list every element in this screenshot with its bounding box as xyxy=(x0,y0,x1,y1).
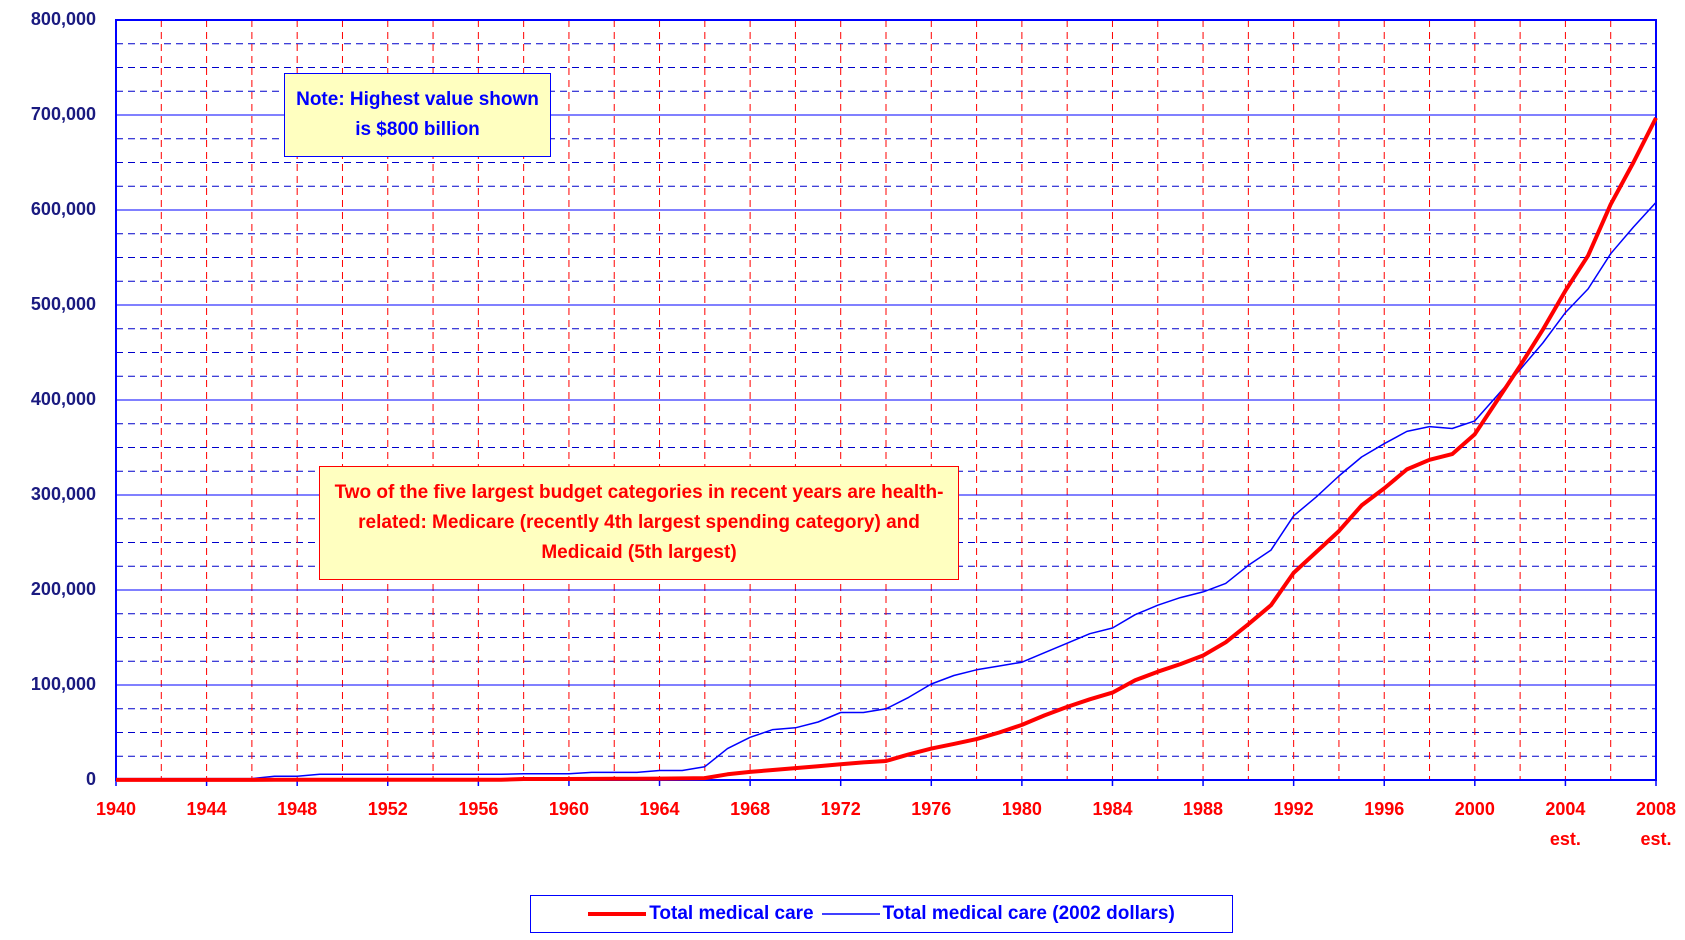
legend-label: Total medical care xyxy=(649,903,814,924)
x-tick-label: 1988 xyxy=(1183,799,1224,819)
y-tick-label: 700,000 xyxy=(31,104,96,124)
plot-border xyxy=(115,19,1657,781)
x-tick-label: 1956 xyxy=(458,799,499,819)
y-tick-label: 200,000 xyxy=(31,579,96,599)
legend-item: Total medical care xyxy=(588,903,814,925)
legend-item: Total medical care (2002 dollars) xyxy=(821,903,1175,925)
y-tick-label: 100,000 xyxy=(31,674,96,694)
y-tick-label: 300,000 xyxy=(31,484,96,504)
x-tick-label: 1944 xyxy=(186,799,227,819)
annotation: Two of the five largest budget categorie… xyxy=(319,466,959,580)
x-tick-label: 1984 xyxy=(1092,799,1133,819)
legend-swatch xyxy=(821,913,880,915)
x-tick-label: 1940 xyxy=(95,799,137,819)
x-tick-label: 2004 est. xyxy=(1545,799,1586,849)
x-tick-label: 2008 est. xyxy=(1635,799,1677,849)
x-tick-label: 1972 xyxy=(820,799,861,819)
x-tick-label: 1960 xyxy=(548,799,589,819)
x-tick-label: 2000 xyxy=(1454,799,1495,819)
y-tick-label: 400,000 xyxy=(31,389,96,409)
x-tick-label: 1952 xyxy=(367,799,408,819)
y-tick-label: 0 xyxy=(86,769,96,789)
x-tick-label: 1996 xyxy=(1364,799,1405,819)
x-tick-label: 1968 xyxy=(730,799,771,819)
x-tick-label: 1948 xyxy=(277,799,318,819)
legend: Total medical care Total medical care (20… xyxy=(530,895,1233,933)
y-tick-label: 500,000 xyxy=(31,294,96,314)
annotation: Note: Highest value shown is $800 billio… xyxy=(284,73,551,157)
legend-swatch xyxy=(588,912,647,916)
y-tick-label: 800,000 xyxy=(31,9,96,29)
line-series xyxy=(116,116,1658,782)
x-tick-label: 1964 xyxy=(639,799,680,819)
legend-label: Total medical care (2002 dollars) xyxy=(882,903,1175,924)
x-tick-label: 1976 xyxy=(911,799,952,819)
line-series xyxy=(116,201,1657,780)
y-tick-label: 600,000 xyxy=(31,199,96,219)
x-tick-label: 1992 xyxy=(1273,799,1314,819)
x-tick-label: 1980 xyxy=(1001,799,1042,819)
